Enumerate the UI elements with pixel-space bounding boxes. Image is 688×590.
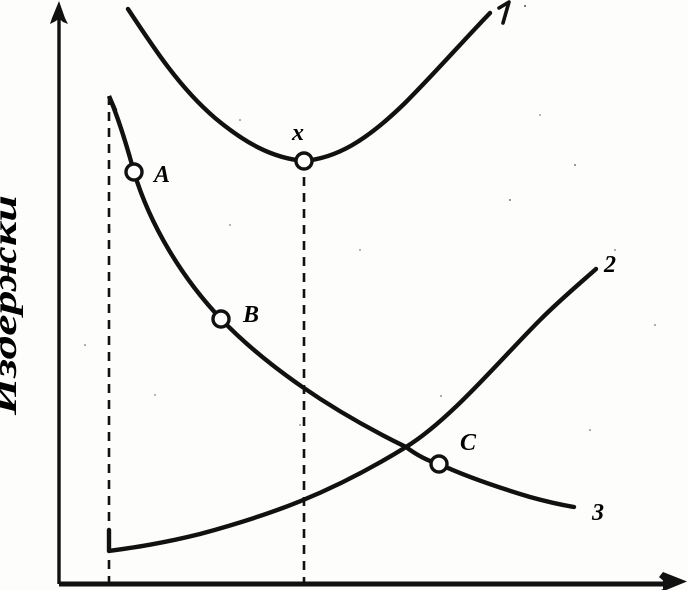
svg-text:C: C (460, 430, 477, 456)
svg-text:3: 3 (591, 500, 604, 526)
svg-text:x: x (291, 120, 304, 146)
svg-text:2: 2 (603, 252, 616, 278)
svg-text:Издержки: Издержки (0, 195, 24, 416)
svg-text:B: B (242, 302, 259, 328)
svg-text:A: A (152, 162, 170, 188)
